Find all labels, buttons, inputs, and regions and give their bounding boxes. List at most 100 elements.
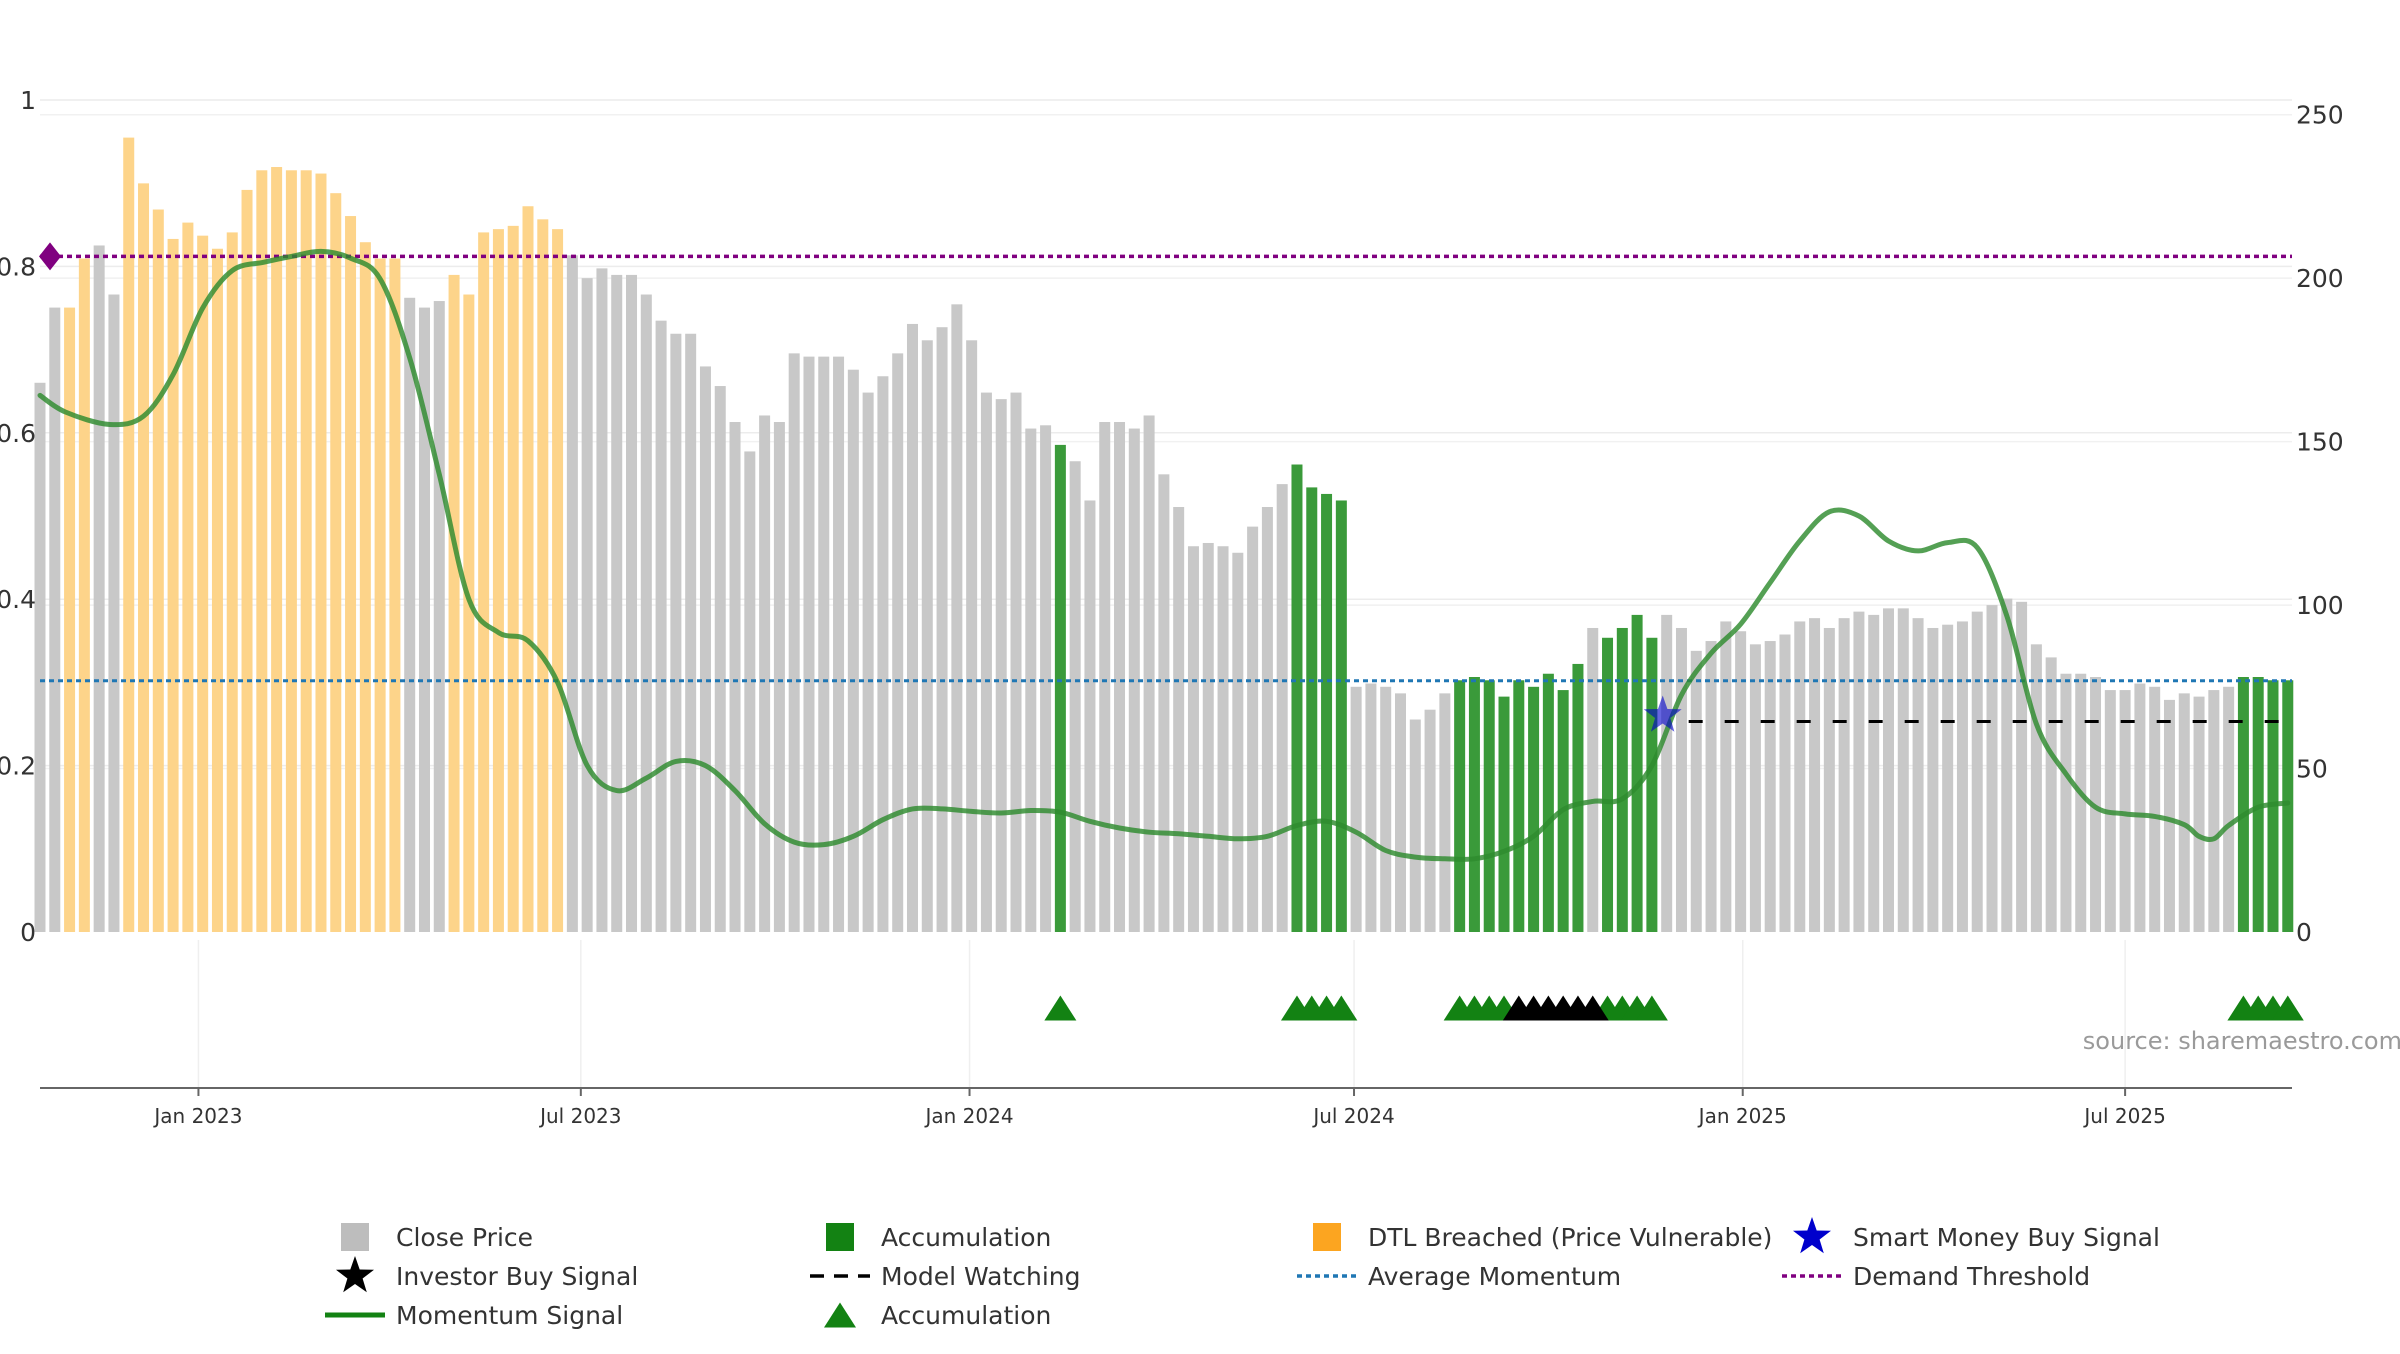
legend-swatch-accumulation xyxy=(826,1223,854,1251)
legend-label: Accumulation xyxy=(881,1223,1051,1252)
source-note: source: sharemaestro.com xyxy=(2083,1027,2400,1055)
dtl-breached-bar xyxy=(463,294,475,932)
close-price-bar xyxy=(1823,627,1835,932)
legend-label: Average Momentum xyxy=(1368,1262,1621,1291)
legend-label: Model Watching xyxy=(881,1262,1081,1291)
close-price-bar xyxy=(2045,657,2057,932)
accumulation-bar xyxy=(1335,500,1347,932)
close-price-bar xyxy=(773,422,785,932)
close-price-bar xyxy=(862,392,874,933)
legend: Close Price Accumulation DTL Breached (Pri… xyxy=(325,1217,2160,1330)
dtl-breached-bar xyxy=(226,232,238,933)
dtl-breached-bar xyxy=(123,137,135,933)
right-axis-tick-label: 150 xyxy=(2296,428,2344,457)
close-price-bar xyxy=(951,304,963,932)
reference-lines xyxy=(40,254,2292,724)
accumulation-bar xyxy=(1468,677,1480,932)
accumulation-bar xyxy=(1054,444,1066,932)
close-price-bar xyxy=(892,353,904,933)
close-price-bar xyxy=(1794,621,1806,932)
legend-label: Accumulation xyxy=(881,1301,1051,1330)
close-price-bar xyxy=(49,307,61,932)
smart-money-buy-star xyxy=(1643,695,1682,732)
x-axis-tick-label: Jul 2025 xyxy=(2082,1104,2165,1128)
close-price-bar xyxy=(2223,686,2235,932)
investor-buy-triangle xyxy=(1576,995,1609,1021)
close-price-bar xyxy=(655,320,667,932)
dtl-breached-bar xyxy=(138,183,150,932)
dtl-breached-bar xyxy=(152,209,164,932)
left-axis-tick-label: 0.4 xyxy=(0,585,36,614)
close-price-bar xyxy=(1912,618,1924,932)
close-price-bar xyxy=(596,268,608,933)
accumulation-bar xyxy=(1602,637,1614,932)
dtl-breached-bar xyxy=(522,206,534,932)
close-price-bar xyxy=(847,369,859,932)
close-price-bar xyxy=(2060,673,2072,932)
legend-label: Momentum Signal xyxy=(396,1301,623,1330)
close-price-bar xyxy=(2119,690,2131,932)
accumulation-bar xyxy=(1616,627,1628,932)
accumulation-bar xyxy=(1321,493,1333,932)
legend-triangle-accum_marker xyxy=(824,1302,856,1328)
legend-star-investor xyxy=(336,1256,374,1293)
accumulation-bar xyxy=(2252,677,2264,932)
x-axis-tick-label: Jan 2023 xyxy=(152,1104,242,1128)
accumulation-bar xyxy=(1483,680,1495,932)
axes: 0 0.2 0.4 0.6 0.8 1 0 50 100 150 200 250 Jan 2023 Jul… xyxy=(0,86,2344,1128)
legend-label: Investor Buy Signal xyxy=(396,1262,638,1291)
close-price-bar xyxy=(759,415,771,932)
dtl-breached-bar xyxy=(478,232,490,933)
close-price-bar xyxy=(1764,641,1776,932)
close-price-bar xyxy=(788,353,800,933)
dtl-breached-bar xyxy=(64,307,76,932)
accumulation-triangle xyxy=(1044,995,1077,1021)
close-price-bar xyxy=(1587,627,1599,932)
close-price-bar xyxy=(1365,683,1377,932)
close-price-bar xyxy=(2134,683,2146,932)
accumulation-bar xyxy=(1631,614,1643,932)
close-price-bar xyxy=(1897,608,1909,932)
dtl-breached-bar xyxy=(507,225,519,932)
close-price-bar xyxy=(1942,624,1954,932)
close-price-bar xyxy=(640,294,652,932)
accumulation-bar xyxy=(2282,680,2294,932)
close-price-bar xyxy=(1927,627,1939,932)
close-price-bar xyxy=(833,356,845,933)
close-price-bar xyxy=(2149,686,2161,932)
dtl-breached-bar xyxy=(167,238,179,933)
accumulation-bar xyxy=(1528,686,1540,932)
left-axis-tick-label: 1 xyxy=(20,86,36,115)
close-price-bar xyxy=(1187,546,1199,932)
accumulation-bar xyxy=(1646,637,1658,932)
close-price-bar xyxy=(34,382,46,932)
close-price-bar xyxy=(2030,644,2042,932)
accumulation-bar xyxy=(1306,487,1318,932)
close-price-bar xyxy=(1276,484,1288,932)
accumulation-bar xyxy=(1498,696,1510,932)
close-price-bar xyxy=(744,451,756,932)
dtl-breached-bar xyxy=(271,167,283,932)
close-price-bar xyxy=(1439,693,1451,932)
accumulation-bar xyxy=(1542,673,1554,932)
close-price-bar xyxy=(980,392,992,933)
dtl-breached-bar xyxy=(78,258,90,932)
momentum-signal-line xyxy=(37,248,2291,862)
close-price-bar xyxy=(714,386,726,932)
left-axis-tick-label: 0.8 xyxy=(0,252,36,281)
close-price-bar xyxy=(1040,425,1052,932)
accumulation-bar xyxy=(1572,663,1584,932)
close-price-bar xyxy=(1868,614,1880,932)
close-price-bar xyxy=(921,340,933,932)
dtl-breached-bar xyxy=(492,229,504,932)
close-price-bar xyxy=(1350,686,1362,932)
dtl-breached-bar xyxy=(315,173,327,933)
right-axis-tick-label: 50 xyxy=(2296,755,2328,784)
x-axis-tick-label: Jan 2025 xyxy=(1697,1104,1787,1128)
close-price-bar xyxy=(1232,552,1244,932)
close-price-bar xyxy=(1247,526,1259,932)
close-price-bar xyxy=(2193,696,2205,932)
close-price-bar xyxy=(1853,611,1865,932)
